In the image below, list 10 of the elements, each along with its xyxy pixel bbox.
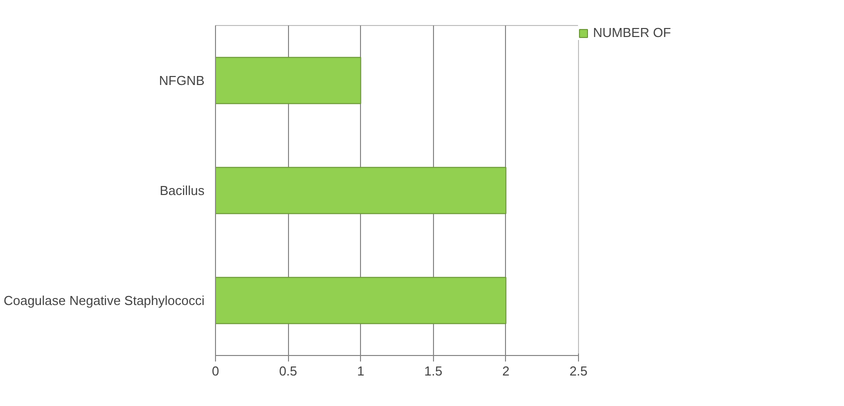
x-tick-label: 2.5 — [569, 364, 588, 378]
x-tick-label: 0.5 — [279, 364, 298, 378]
x-tick-label: 2 — [502, 364, 510, 378]
legend-label: NUMBER OF — [593, 25, 671, 40]
y-tick-label: Bacillus — [160, 183, 205, 198]
x-tick-label: 1.5 — [424, 364, 442, 378]
x-tick-label: 1 — [357, 364, 364, 378]
y-tick-label: Coagulase Negative Staphylococci — [4, 293, 205, 308]
x-tick-label: 0 — [212, 364, 220, 378]
y-tick-label: NFGNB — [159, 73, 204, 88]
